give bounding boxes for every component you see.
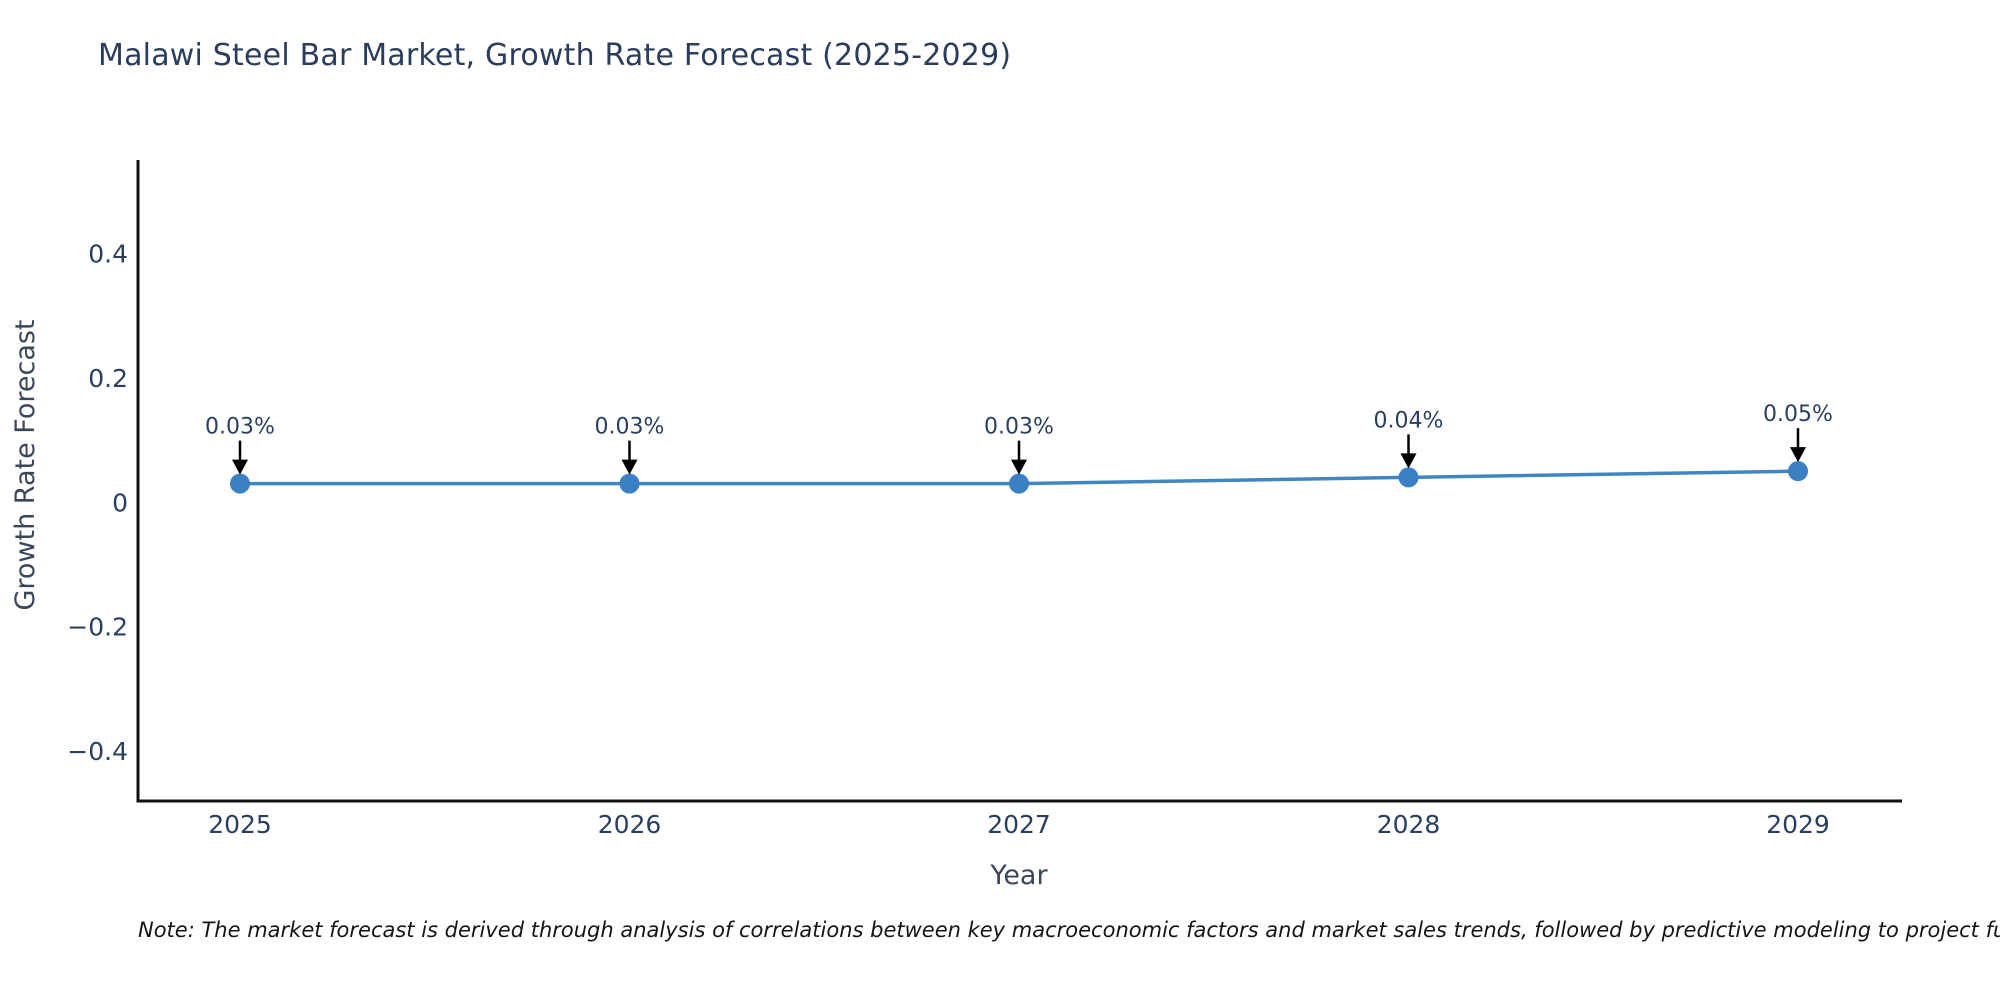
- point-annotation-label: 0.03%: [595, 415, 665, 440]
- data-point[interactable]: [619, 473, 640, 494]
- data-point[interactable]: [230, 473, 250, 494]
- y-tick-label: 0: [112, 488, 128, 517]
- x-axis-title: Year: [989, 860, 1048, 891]
- annotation-arrowhead-icon: [1400, 453, 1417, 469]
- annotation-arrowhead-icon: [1790, 447, 1806, 463]
- annotations-group: 0.03% 0.03% 0.03% 0.04% 0.05%: [205, 402, 1833, 475]
- data-point[interactable]: [1398, 467, 1419, 488]
- point-annotation-label: 0.05%: [1763, 402, 1833, 427]
- data-point[interactable]: [1009, 473, 1029, 494]
- annotation-arrowhead-icon: [1011, 459, 1027, 475]
- y-tick-label: −0.2: [67, 613, 128, 642]
- y-tick-label: 0.4: [88, 239, 128, 268]
- series-group: [230, 461, 1808, 494]
- data-point[interactable]: [1788, 461, 1808, 482]
- y-tick-label: 0.2: [88, 364, 128, 393]
- x-tick-label: 2029: [1766, 810, 1830, 839]
- x-tick-label: 2025: [208, 810, 272, 839]
- y-axis-title: Growth Rate Forecast: [10, 319, 41, 610]
- x-tick-label: 2027: [987, 810, 1051, 839]
- x-tick-label: 2026: [598, 810, 662, 839]
- annotation-arrowhead-icon: [621, 459, 638, 475]
- y-tick-label: −0.4: [67, 737, 128, 766]
- footnote: Note: The market forecast is derived thr…: [138, 918, 2000, 942]
- x-axis-tick-labels: 2025 2026 2027 2028 2029: [208, 810, 1830, 839]
- point-annotation-label: 0.03%: [205, 415, 275, 440]
- y-axis-tick-labels: 0.4 0.2 0 −0.2 −0.4: [67, 239, 128, 766]
- point-annotation-label: 0.03%: [984, 415, 1054, 440]
- point-annotation-label: 0.04%: [1374, 408, 1444, 433]
- chart-title: Malawi Steel Bar Market, Growth Rate For…: [98, 38, 1012, 73]
- annotation-arrowhead-icon: [232, 459, 248, 475]
- x-tick-label: 2028: [1377, 810, 1441, 839]
